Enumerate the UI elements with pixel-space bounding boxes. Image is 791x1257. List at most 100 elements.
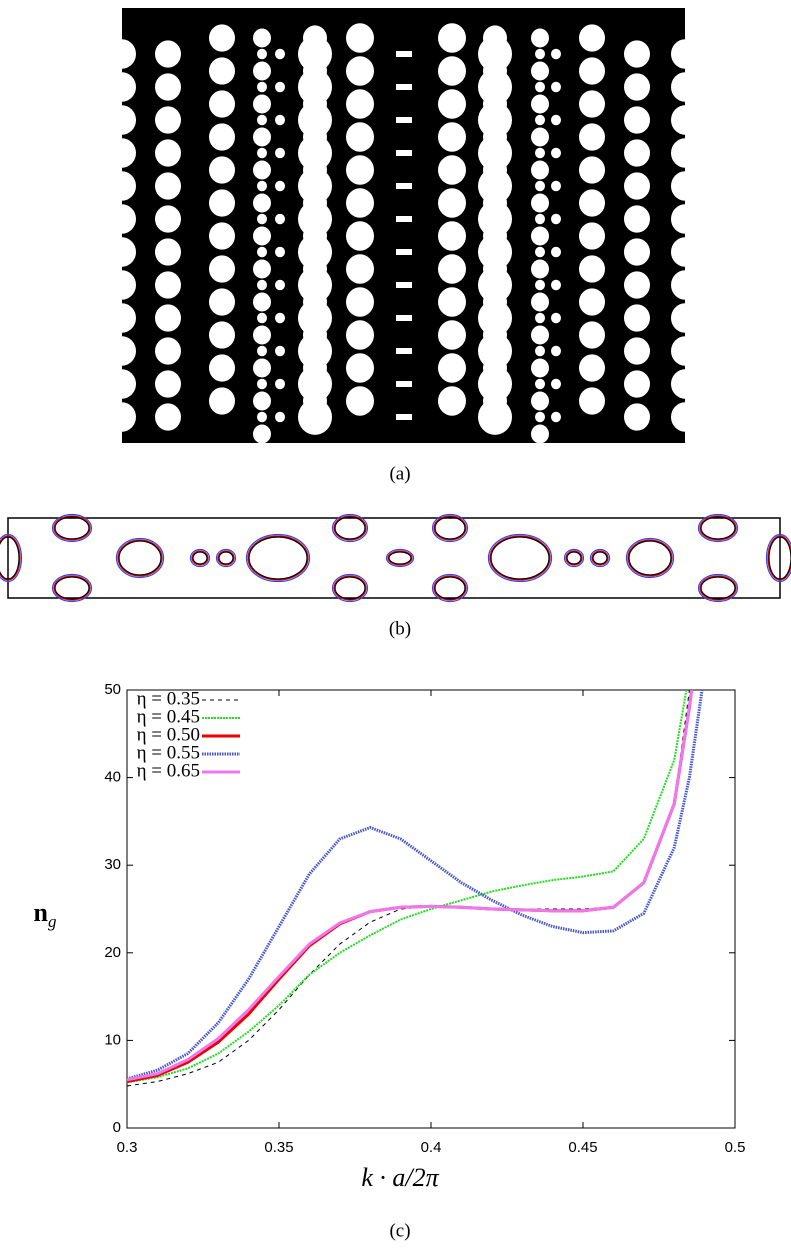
contour	[334, 516, 366, 540]
pattern-hole	[671, 105, 699, 135]
pattern-hole	[346, 56, 374, 86]
pattern-hole	[108, 72, 136, 102]
pattern-hole	[303, 190, 327, 216]
pattern-hole	[531, 292, 549, 312]
pattern-hole	[257, 114, 267, 126]
pattern-hole	[346, 320, 374, 350]
pattern-hole	[671, 303, 699, 333]
pattern-hole	[257, 312, 267, 324]
contour	[333, 515, 367, 541]
panel-a-image	[108, 8, 699, 444]
pattern-hole	[531, 127, 549, 147]
pattern-hole	[346, 386, 374, 416]
pattern-hole	[671, 138, 699, 168]
pattern-hole	[671, 336, 699, 366]
pattern-hole	[579, 24, 605, 52]
pattern-hole	[531, 193, 549, 213]
pattern-hole	[275, 213, 285, 225]
contour	[767, 535, 791, 581]
pattern-hole	[535, 279, 545, 291]
pattern-hole	[396, 51, 412, 57]
x-tick-label: 0.4	[421, 1139, 442, 1156]
pattern-hole	[396, 414, 412, 420]
pattern-hole	[209, 189, 235, 217]
pattern-hole	[531, 28, 549, 48]
caption: (b)	[389, 618, 411, 639]
contour	[189, 548, 211, 568]
pattern-hole	[438, 188, 466, 218]
contour	[697, 513, 739, 543]
pattern-hole	[671, 270, 699, 300]
pattern-hole	[483, 124, 507, 150]
pattern-hole	[303, 256, 327, 282]
contour	[385, 548, 415, 568]
pattern-hole	[253, 127, 271, 147]
pattern-hole	[346, 254, 374, 284]
pattern-hole	[624, 238, 650, 266]
pattern-hole	[624, 172, 650, 200]
pattern-hole	[108, 105, 136, 135]
pattern-hole	[624, 106, 650, 134]
contour	[487, 533, 553, 583]
contour	[51, 513, 93, 543]
series-line	[127, 690, 688, 1084]
pattern-hole	[438, 320, 466, 350]
pattern-hole	[275, 81, 285, 93]
pattern-hole	[209, 255, 235, 283]
pattern-hole	[155, 73, 181, 101]
y-tick-label: 30	[104, 856, 121, 873]
contour	[768, 536, 791, 580]
pattern-hole	[108, 369, 136, 399]
pattern-hole	[253, 424, 271, 444]
pattern-hole	[579, 255, 605, 283]
contour	[333, 575, 367, 601]
pattern-hole	[155, 403, 181, 431]
legend-label: η = 0.50	[137, 724, 200, 745]
pattern-hole	[346, 353, 374, 383]
pattern-hole	[551, 345, 561, 357]
contour	[434, 576, 466, 600]
pattern-hole	[303, 157, 327, 183]
pattern-hole	[253, 28, 271, 48]
pattern-hole	[438, 122, 466, 152]
pattern-hole	[624, 205, 650, 233]
pattern-hole	[535, 48, 545, 60]
pattern-hole	[209, 57, 235, 85]
pattern-hole	[579, 222, 605, 250]
pattern-hole	[531, 391, 549, 411]
pattern-hole	[257, 180, 267, 192]
pattern-hole	[209, 24, 235, 52]
pattern-hole	[483, 355, 507, 381]
contour	[591, 550, 609, 566]
contour	[53, 575, 91, 601]
contour	[54, 516, 90, 540]
pattern-hole	[108, 138, 136, 168]
pattern-hole	[275, 48, 285, 60]
pattern-hole	[531, 94, 549, 114]
pattern-hole	[396, 249, 412, 255]
pattern-hole	[257, 147, 267, 159]
pattern-hole	[535, 246, 545, 258]
pattern-hole	[275, 147, 285, 159]
contour	[431, 513, 469, 543]
pattern-hole	[275, 345, 285, 357]
pattern-hole	[438, 56, 466, 86]
plot-area	[127, 690, 704, 1087]
pattern-hole	[108, 336, 136, 366]
pattern-hole	[346, 287, 374, 317]
pattern-hole	[253, 292, 271, 312]
contour	[700, 576, 736, 600]
pattern-hole	[155, 238, 181, 266]
y-tick-label: 10	[104, 1031, 121, 1048]
pattern-hole	[155, 205, 181, 233]
pattern-hole	[671, 369, 699, 399]
pattern-hole	[209, 387, 235, 415]
pattern-hole	[624, 370, 650, 398]
y-tick-label: 40	[104, 769, 121, 786]
pattern-hole	[624, 271, 650, 299]
pattern-hole	[253, 325, 271, 345]
pattern-hole	[396, 117, 412, 123]
pattern-hole	[551, 279, 561, 291]
pattern-hole	[671, 39, 699, 69]
